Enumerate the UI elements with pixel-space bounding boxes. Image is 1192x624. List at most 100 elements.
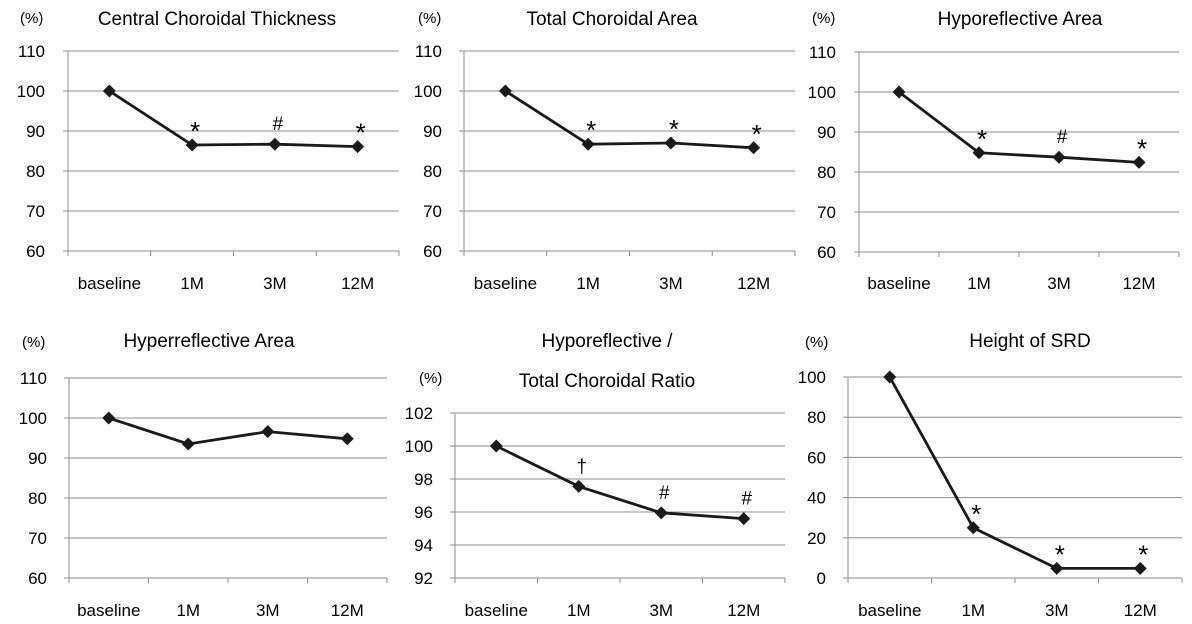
x-tick-label: 1M [967,274,991,293]
significance-marker: # [273,114,284,135]
x-tick-label: 1M [567,601,591,620]
y-tick-label: 100 [808,83,836,102]
y-tick-label: 100 [17,82,45,101]
chart-panel-1: Central Choroidal Thickness (%) 60 70 80 90 10… [17,9,400,293]
y-tick-label: 98 [414,470,433,489]
chart-panel-2: Total Choroidal Area (%) 60 70 80 90 100 110 bas… [414,9,796,293]
chart-title: Central Choroidal Thickness [98,9,336,30]
significance-marker: * [669,114,679,144]
data-point [883,370,897,384]
data-point [102,84,116,98]
x-tick-label: baseline [474,274,537,293]
significance-marker: * [1138,539,1148,569]
data-point [489,439,503,453]
x-tick-label: 12M [1124,601,1157,620]
y-unit-label: (%) [419,370,442,387]
chart-title: Total Choroidal Area [526,9,698,30]
x-tick-label: baseline [78,274,141,293]
chart-panel-4: Hyperreflective Area (%) 60 70 80 90 100 110 bas… [19,331,388,620]
y-unit-label: (%) [20,10,43,27]
y-tick-label: 80 [807,408,826,427]
y-tick-label: 80 [817,163,836,182]
series-line [888,376,1141,570]
y-tick-label: 80 [26,162,45,181]
y-unit-label: (%) [22,334,45,351]
data-point [261,425,275,439]
chart-title: Height of SRD [969,331,1090,352]
data-point [654,506,668,520]
y-tick-label: 102 [405,404,433,423]
y-tick-label: 70 [28,529,47,548]
y-tick-label: 70 [817,203,836,222]
significance-marker: # [1057,127,1068,148]
x-tick-label: baseline [867,274,930,293]
significance-marker: * [190,116,200,146]
significance-marker: * [586,115,596,145]
y-tick-label: 100 [798,368,826,387]
data-point [351,140,365,154]
y-unit-label: (%) [805,334,828,351]
chart-title: Hyporeflective / [542,331,674,352]
data-point [892,85,906,99]
y-tick-label: 70 [26,202,45,221]
significance-marker: # [741,489,752,510]
x-tick-label: baseline [858,601,921,620]
significance-marker: * [977,124,987,154]
y-tick-label: 110 [415,42,442,61]
data-point [664,136,678,150]
y-tick-label: 0 [817,569,826,588]
y-tick-label: 60 [817,243,836,262]
x-tick-label: 3M [649,601,673,620]
data-point [102,411,116,425]
y-tick-label: 90 [423,122,442,141]
x-tick-label: baseline [465,601,528,620]
y-tick-label: 94 [414,536,433,555]
y-tick-label: 100 [19,409,47,428]
chart-panel-6: Height of SRD (%) 0 20 40 60 80 100 baseline 1M 3M… [798,331,1183,620]
y-tick-label: 80 [423,162,442,181]
x-tick-label: 12M [737,274,770,293]
significance-marker: # [659,483,670,504]
x-tick-label: 3M [1045,601,1069,620]
chart-title: Hyporeflective Area [938,9,1103,30]
data-point [268,137,282,151]
series-line [495,444,744,520]
significance-marker: * [1055,539,1065,569]
significance-marker: * [752,119,762,149]
data-point [737,512,751,526]
x-tick-label: 12M [1122,274,1155,293]
data-point [747,141,761,155]
x-tick-label: 3M [1047,274,1071,293]
x-tick-label: 3M [256,601,280,620]
data-point [966,521,980,535]
x-tick-label: 12M [331,601,364,620]
data-point [572,479,586,493]
y-tick-label: 90 [817,123,836,142]
significance-marker: † [576,456,587,477]
x-tick-label: 12M [727,601,760,620]
data-point [581,137,595,151]
y-tick-label: 60 [28,569,47,588]
y-tick-label: 70 [423,202,442,221]
y-tick-label: 90 [26,122,45,141]
significance-marker: * [971,499,981,529]
significance-marker: * [1137,133,1147,163]
series-line [108,89,358,148]
y-tick-label: 92 [414,569,433,588]
x-tick-label: 12M [341,274,374,293]
y-tick-label: 96 [414,503,433,522]
y-tick-label: 40 [807,489,826,508]
y-tick-label: 80 [28,489,47,508]
y-tick-label: 60 [807,448,826,467]
x-tick-label: 3M [659,274,683,293]
significance-marker: * [356,118,366,148]
y-tick-label: 90 [28,449,47,468]
y-tick-label: 60 [423,242,442,261]
y-tick-label: 110 [809,43,836,62]
data-point [1132,155,1146,169]
y-unit-label: (%) [418,10,441,27]
chart-panel-3: Hyporeflective Area (%) 60 70 80 90 100 110 base… [808,9,1180,293]
x-tick-label: 1M [176,601,200,620]
series-line [898,90,1140,164]
